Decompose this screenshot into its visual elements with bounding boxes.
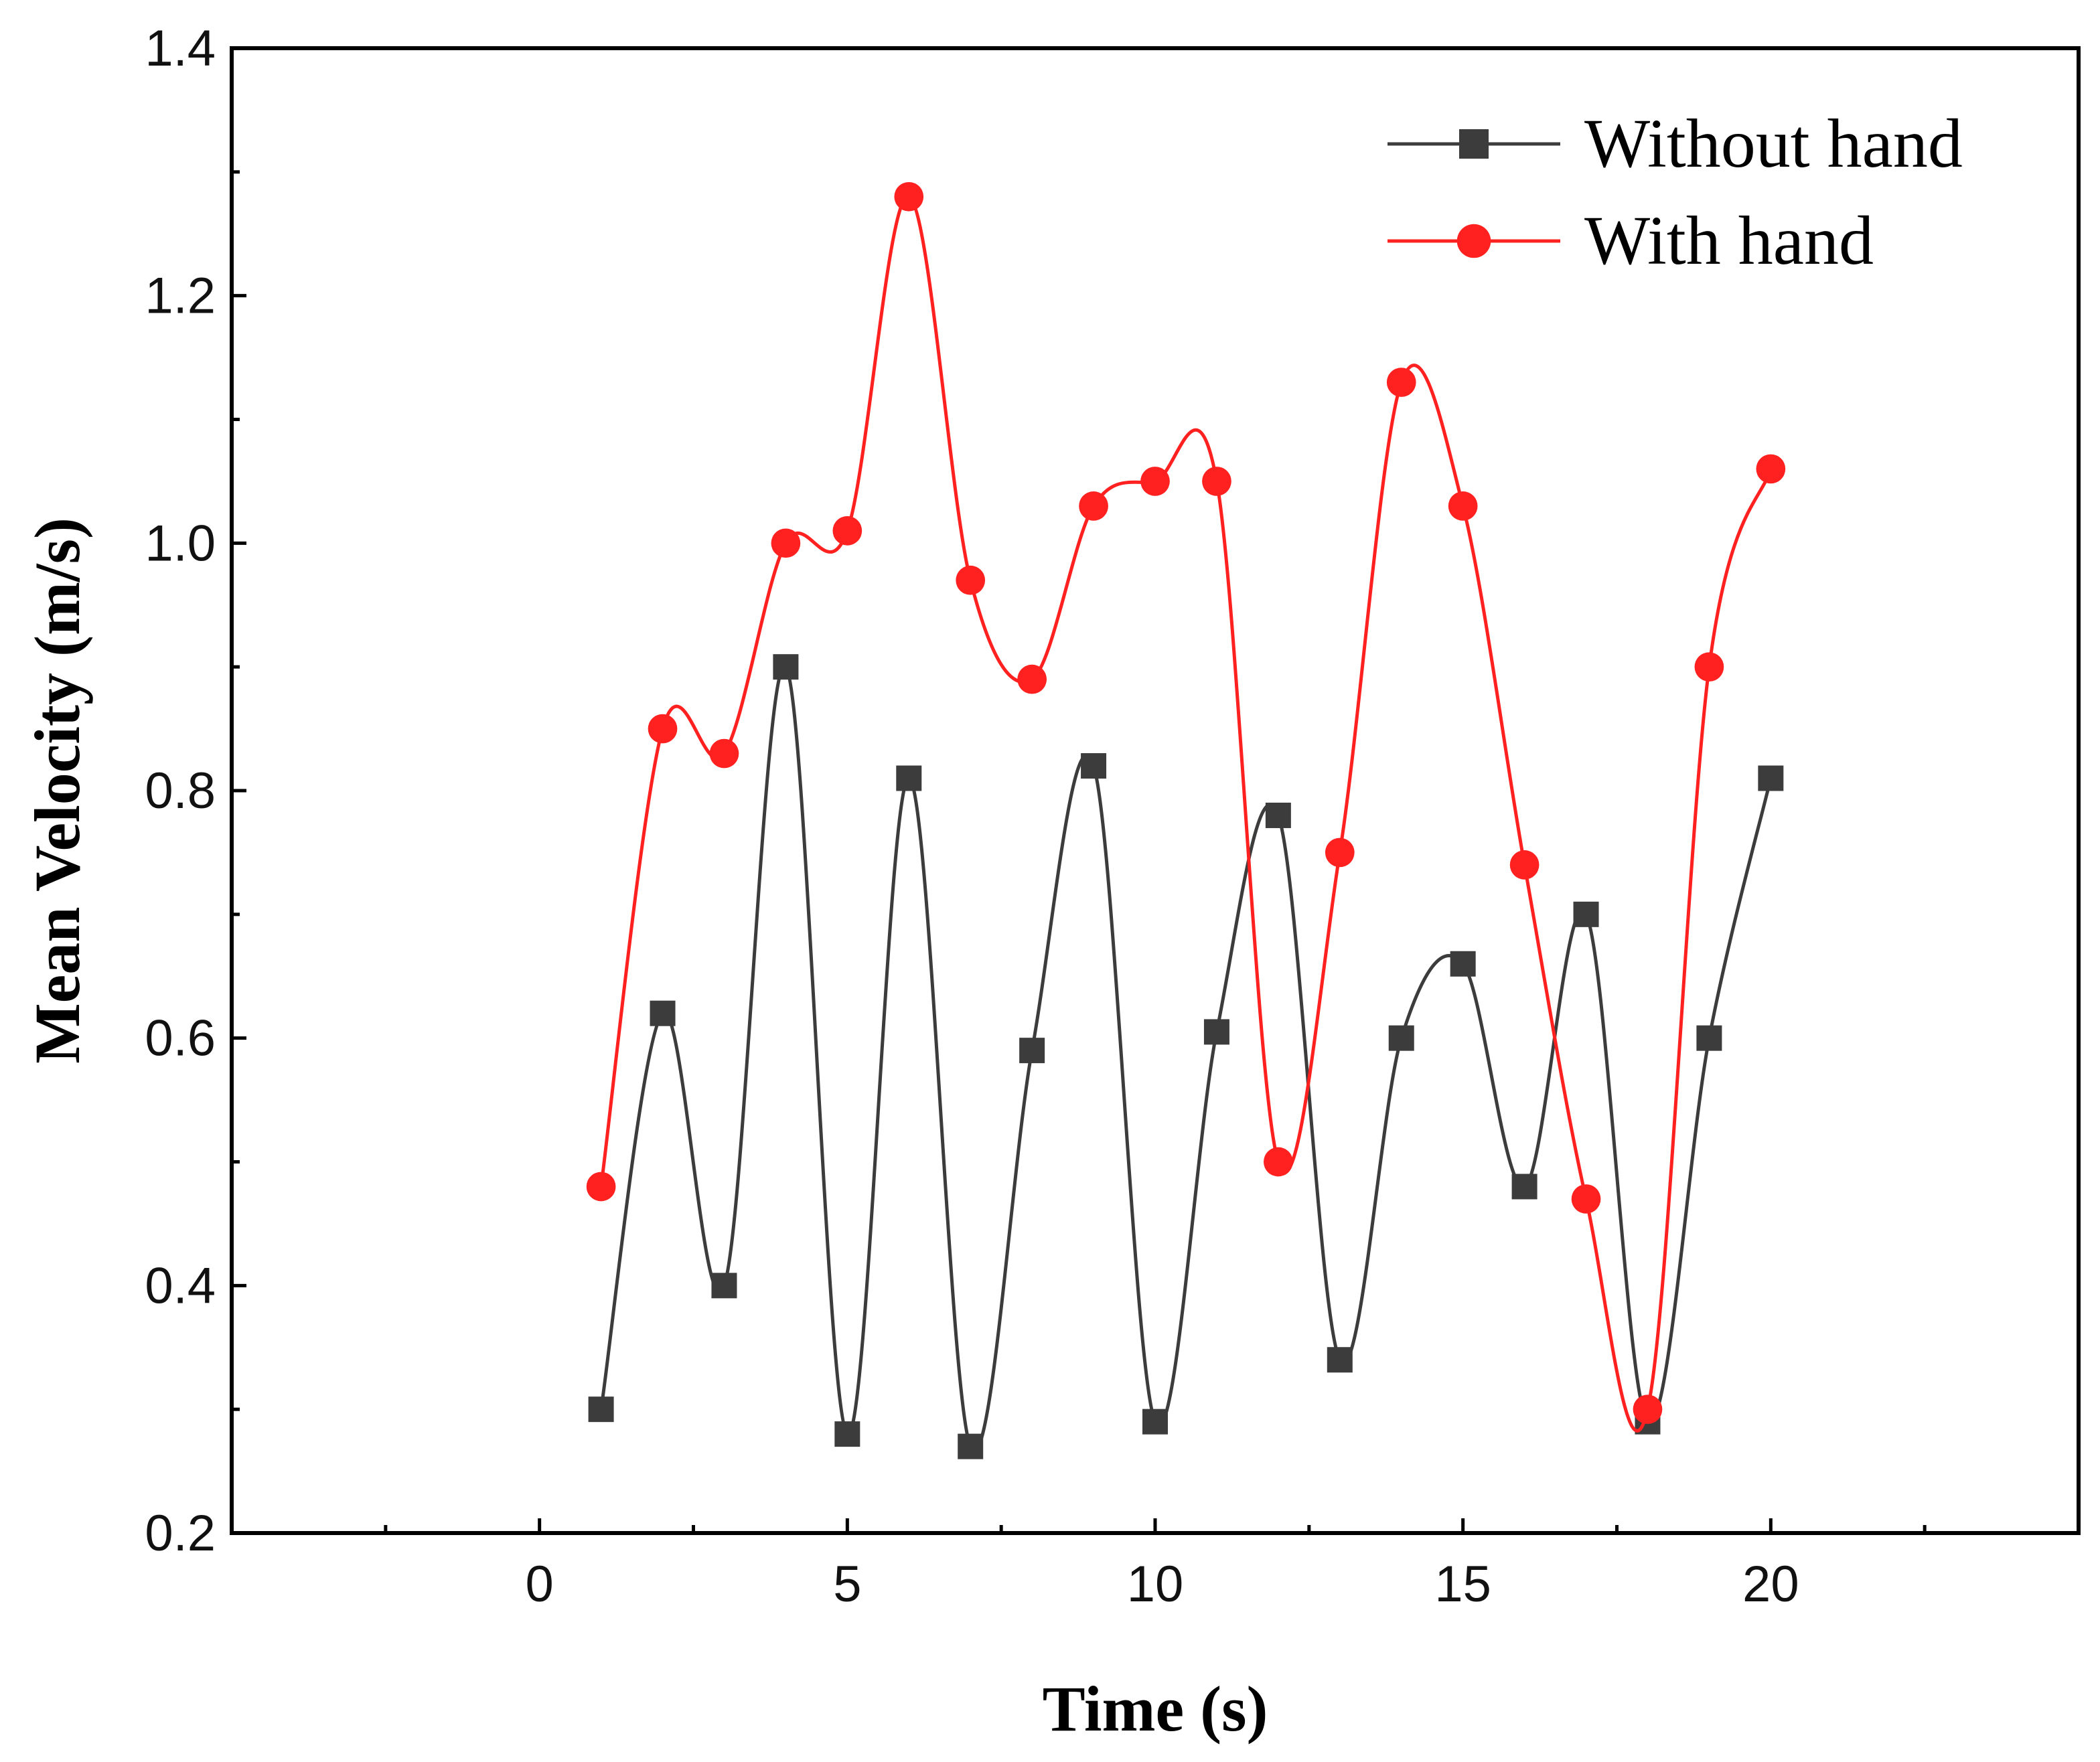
data-point-with-hand (894, 181, 924, 212)
data-point-with-hand (586, 1172, 616, 1202)
data-point-without-hand (1450, 951, 1476, 977)
series-line-with-hand (599, 195, 1773, 1433)
y-tick-label: 1.0 (145, 515, 216, 572)
data-point-with-hand (1264, 1147, 1293, 1177)
data-point-with-hand (1325, 837, 1355, 868)
series-without-hand (588, 654, 1784, 1459)
legend-item-without-hand: Without hand (1388, 105, 1963, 182)
data-point-without-hand (896, 765, 922, 791)
y-tick-label: 0.4 (145, 1257, 216, 1314)
data-point-with-hand (709, 738, 739, 769)
data-point-with-hand (1694, 652, 1724, 682)
legend-label-with-hand: With hand (1584, 202, 1874, 279)
data-point-without-hand (1758, 765, 1784, 791)
data-point-with-hand (956, 565, 986, 595)
legend: Without hand With hand (1388, 105, 1963, 279)
series-with-hand (586, 181, 1786, 1433)
data-point-without-hand (650, 1000, 676, 1026)
data-point-without-hand (711, 1273, 737, 1299)
data-point-with-hand (1633, 1394, 1663, 1425)
data-point-with-hand (1386, 368, 1416, 397)
x-tick-label: 0 (526, 1556, 554, 1613)
axis-ticks (232, 46, 1927, 1535)
data-point-without-hand (1573, 901, 1599, 927)
data-point-without-hand (1265, 802, 1291, 828)
x-axis-title: Time (s) (1043, 1673, 1268, 1745)
data-point-with-hand (832, 516, 862, 546)
data-point-with-hand (1509, 850, 1540, 880)
y-axis-title: Mean Velocity (m/s) (21, 517, 93, 1064)
axis-tick-labels: 0 5 10 15 20 0.2 0.4 0.6 0.8 1.0 1.2 1.4 (145, 20, 1799, 1613)
data-point-without-hand (834, 1421, 860, 1447)
x-tick-label: 20 (1742, 1556, 1799, 1613)
data-point-without-hand (1327, 1347, 1353, 1373)
x-tick-label: 15 (1434, 1556, 1491, 1613)
data-point-with-hand (1756, 454, 1786, 484)
data-point-without-hand (1142, 1409, 1168, 1435)
legend-marker-without-hand (1459, 129, 1489, 159)
x-tick-label: 10 (1127, 1556, 1184, 1613)
y-tick-label: 1.4 (145, 20, 216, 77)
data-point-without-hand (588, 1396, 614, 1423)
data-point-without-hand (1511, 1174, 1538, 1200)
y-tick-label: 1.2 (145, 268, 216, 325)
legend-item-with-hand: With hand (1388, 202, 1874, 279)
data-point-without-hand (1696, 1025, 1722, 1051)
legend-label-without-hand: Without hand (1584, 105, 1963, 182)
data-point-with-hand (1079, 491, 1108, 521)
series-line-without-hand (599, 664, 1773, 1453)
y-tick-label: 0.6 (145, 1010, 216, 1067)
data-point-without-hand (773, 654, 799, 680)
data-point-without-hand (958, 1433, 984, 1459)
data-point-with-hand (648, 714, 678, 744)
data-point-without-hand (1203, 1019, 1229, 1045)
data-point-with-hand (1140, 467, 1170, 496)
series-layer (586, 181, 1786, 1459)
data-point-without-hand (1019, 1038, 1045, 1064)
data-point-with-hand (1202, 467, 1231, 496)
data-point-without-hand (1081, 753, 1107, 779)
data-point-with-hand (1017, 664, 1047, 694)
y-tick-label: 0.8 (145, 763, 216, 819)
y-tick-label: 0.2 (145, 1505, 216, 1562)
data-point-with-hand (1448, 491, 1478, 521)
legend-marker-with-hand (1456, 224, 1491, 258)
data-point-with-hand (771, 528, 801, 558)
x-tick-label: 5 (833, 1556, 861, 1613)
data-point-without-hand (1388, 1025, 1414, 1051)
data-point-with-hand (1571, 1184, 1601, 1214)
